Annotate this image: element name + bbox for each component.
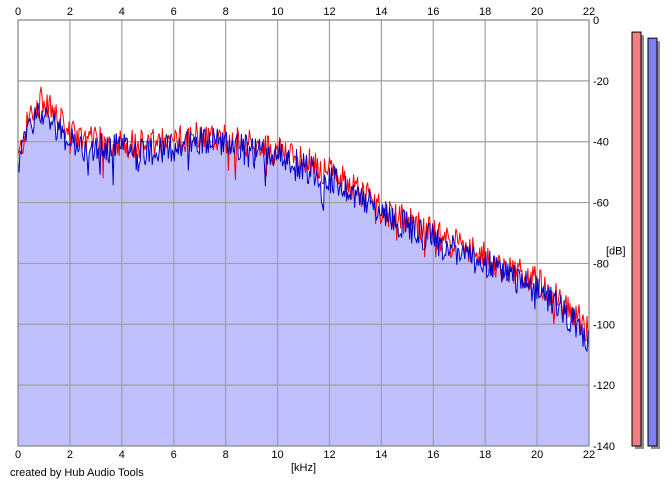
x-tick-label-top: 6 <box>171 6 177 18</box>
x-tick-label-bottom: 20 <box>531 449 543 461</box>
x-tick-label-top: 8 <box>223 6 229 18</box>
y-tick-label: 0 <box>593 15 599 27</box>
x-tick-label-bottom: 16 <box>427 449 439 461</box>
x-tick-label-bottom: 4 <box>119 449 125 461</box>
x-tick-label-top: 0 <box>15 6 21 18</box>
x-tick-label-bottom: 12 <box>323 449 335 461</box>
spectrum-fill <box>18 103 589 446</box>
level-meter-2 <box>647 37 658 447</box>
y-tick-label: -120 <box>593 380 615 392</box>
y-axis-label: [dB] <box>606 245 626 257</box>
x-tick-label-top: 20 <box>531 6 543 18</box>
x-tick-label-top: 18 <box>479 6 491 18</box>
x-tick-label-top: 16 <box>427 6 439 18</box>
y-tick-label: -40 <box>593 137 609 149</box>
x-tick-label-bottom: 22 <box>583 449 595 461</box>
y-tick-label: -20 <box>593 76 609 88</box>
level-meters <box>631 31 660 450</box>
y-tick-label: -60 <box>593 198 609 210</box>
x-tick-label-top: 10 <box>271 6 283 18</box>
x-tick-label-bottom: 10 <box>271 449 283 461</box>
x-tick-label-top: 22 <box>583 6 595 18</box>
y-tick-label: -100 <box>593 319 615 331</box>
x-tick-label-bottom: 2 <box>67 449 73 461</box>
y-tick-label: -140 <box>593 441 615 453</box>
level-meter-1 <box>631 31 642 447</box>
x-tick-label-bottom: 6 <box>171 449 177 461</box>
credit-text: created by Hub Audio Tools <box>10 467 144 479</box>
x-tick-label-top: 12 <box>323 6 335 18</box>
x-tick-label-bottom: 8 <box>223 449 229 461</box>
plot-area <box>17 19 590 447</box>
x-tick-label-bottom: 14 <box>375 449 387 461</box>
x-tick-label-top: 4 <box>119 6 125 18</box>
x-axis-label: [kHz] <box>291 462 316 474</box>
x-tick-label-top: 14 <box>375 6 387 18</box>
axes: 002244668810101212141416161818202022220-… <box>15 6 626 474</box>
x-tick-label-top: 2 <box>67 6 73 18</box>
spectrum-line-channel-2 <box>17 103 590 353</box>
y-tick-label: -80 <box>593 258 609 270</box>
plot-frame <box>17 19 590 447</box>
x-tick-label-bottom: 0 <box>15 449 21 461</box>
x-tick-label-bottom: 18 <box>479 449 491 461</box>
